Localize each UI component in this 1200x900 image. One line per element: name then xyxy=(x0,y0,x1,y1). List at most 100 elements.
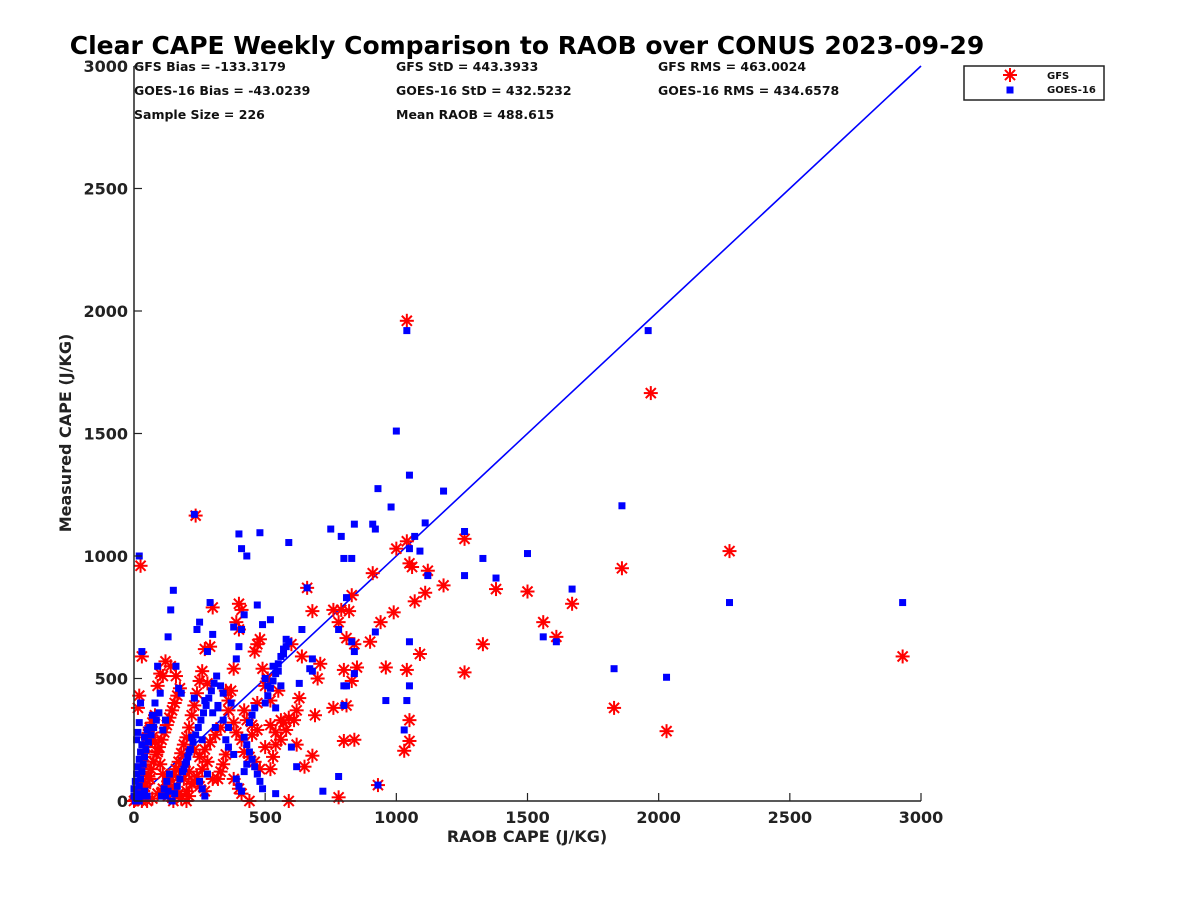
goes-16-point xyxy=(245,748,253,756)
goes-16-point xyxy=(179,768,187,776)
gfs-point xyxy=(195,762,210,777)
goes-16-point xyxy=(238,545,246,553)
gfs-point xyxy=(436,578,451,593)
goes-16-point xyxy=(193,626,201,633)
goes-16-point xyxy=(479,554,487,562)
goes-16-point xyxy=(214,701,222,709)
gfs-point xyxy=(489,582,504,597)
goes-16-point xyxy=(552,638,560,646)
gfs-point xyxy=(184,708,199,723)
goes-16-point xyxy=(240,733,248,741)
series-goes-16 xyxy=(130,327,907,805)
goes-16-point xyxy=(308,655,316,663)
goes-16-point xyxy=(235,643,243,651)
goes-16-point xyxy=(172,662,180,670)
gfs-point xyxy=(536,615,551,630)
gfs-point xyxy=(418,585,433,600)
gfs-point xyxy=(331,790,346,805)
mean-raob-stat: Mean RAOB = 488.615 xyxy=(396,107,554,122)
x-tick-label: 2000 xyxy=(636,808,681,827)
gfs-point xyxy=(268,725,283,740)
goes-16-point xyxy=(272,790,280,798)
goes-16-point xyxy=(274,660,282,668)
goes-16-point xyxy=(253,770,261,778)
gfs-point xyxy=(192,749,207,764)
goes-16-point xyxy=(143,726,151,734)
x-tick-label: 0 xyxy=(128,808,139,827)
goes-16-point xyxy=(440,487,448,495)
gfs-point xyxy=(279,722,294,737)
goes-16-point xyxy=(243,741,251,749)
goes-16-point xyxy=(405,682,413,690)
goes-16-point xyxy=(335,626,343,633)
goes-16-point xyxy=(134,728,142,736)
goes-16-point xyxy=(150,724,158,731)
plot-area xyxy=(127,65,922,808)
goes-std-stat: GOES-16 StD = 432.5232 xyxy=(396,83,572,98)
goes-16-point xyxy=(243,760,251,768)
gfs-point xyxy=(292,691,307,706)
goes-16-point xyxy=(138,792,146,800)
gfs-point xyxy=(397,743,412,758)
goes-16-point xyxy=(137,748,145,756)
goes-16-point xyxy=(238,626,246,633)
gfs-point xyxy=(347,732,362,747)
goes-16-point xyxy=(164,787,172,795)
gfs-point xyxy=(273,713,288,728)
goes-16-point xyxy=(133,736,141,744)
y-tick-label: 2500 xyxy=(83,180,128,199)
goes-16-point xyxy=(131,777,139,785)
goes-16-point xyxy=(201,792,209,800)
goes-16-point xyxy=(421,519,429,527)
goes-16-marker-icon xyxy=(1006,86,1014,94)
goes-16-point xyxy=(186,746,194,754)
goes-16-point xyxy=(282,635,290,643)
goes-16-point xyxy=(154,662,162,670)
goes-16-point xyxy=(156,689,164,697)
goes-16-point xyxy=(227,699,235,707)
goes-16-point xyxy=(140,787,148,795)
goes-16-point xyxy=(524,550,531,558)
goes-16-point xyxy=(134,790,142,798)
gfs-point xyxy=(308,708,323,723)
goes-16-point xyxy=(190,694,198,702)
goes-16-point xyxy=(165,770,173,778)
x-axis-label: RAOB CAPE (J/KG) xyxy=(447,827,607,846)
goes-16-point xyxy=(148,711,156,719)
goes-16-point xyxy=(272,704,280,712)
goes-16-point xyxy=(163,777,171,785)
legend-goes-marker xyxy=(1006,86,1014,94)
goes-16-point xyxy=(235,782,243,790)
gfs-point xyxy=(263,718,278,733)
goes-16-point xyxy=(266,616,274,624)
goes-16-point xyxy=(266,684,274,692)
goes-16-point xyxy=(217,682,225,690)
goes-16-point xyxy=(387,503,395,511)
goes-16-point xyxy=(142,746,150,754)
goes-16-point xyxy=(202,701,210,709)
y-axis-label: Measured CAPE (J/KG) xyxy=(56,334,75,533)
gfs-point xyxy=(402,713,417,728)
gfs-point xyxy=(195,664,210,679)
goes-16-point xyxy=(240,611,248,619)
goes-16-point xyxy=(196,618,204,626)
goes-16-point xyxy=(232,775,240,783)
gfs-point xyxy=(305,748,320,763)
goes-16-point xyxy=(138,648,146,656)
gfs-point xyxy=(412,647,427,661)
goes-16-point xyxy=(235,530,243,538)
goes-16-point xyxy=(169,586,177,594)
goes-16-point xyxy=(140,733,148,741)
goes-16-point xyxy=(400,726,408,734)
goes-16-point xyxy=(206,599,214,607)
goes-16-point xyxy=(285,539,293,547)
goes-16-point xyxy=(201,697,209,705)
goes-16-point xyxy=(293,763,301,771)
goes-16-point xyxy=(340,682,348,690)
gfs-bias-stat: GFS Bias = -133.3179 xyxy=(134,59,286,74)
goes-16-point xyxy=(135,782,143,790)
gfs-point xyxy=(255,661,270,676)
sample-size-stat: Sample Size = 226 xyxy=(134,107,265,122)
goes-16-point xyxy=(280,645,288,653)
